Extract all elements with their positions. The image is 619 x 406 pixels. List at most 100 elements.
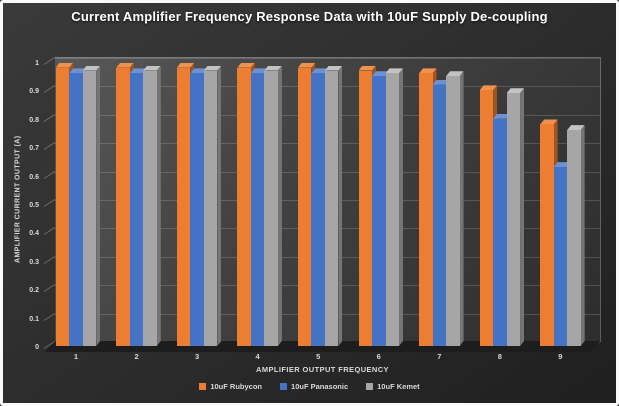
x-tick-label: 5 [316, 352, 321, 361]
y-tick-stub [43, 227, 56, 236]
bar-10uf-panasonic-cat1[interactable] [69, 73, 83, 346]
bar-top [372, 71, 390, 76]
bar-10uf-panasonic-cat8[interactable] [493, 119, 507, 346]
bar-top [83, 66, 101, 71]
bar-top [554, 162, 572, 167]
bar-10uf-panasonic-cat6[interactable] [372, 76, 386, 346]
y-tick-stub [43, 199, 56, 207]
bar-front [55, 67, 70, 346]
bar-top [298, 63, 316, 68]
bar-front [432, 84, 447, 346]
bar-10uf-panasonic-cat3[interactable] [190, 73, 204, 346]
bar-10uf-kemet-cat2[interactable] [143, 71, 157, 346]
bar-10uf-rubycon-cat8[interactable] [479, 90, 494, 346]
bar-top [419, 68, 437, 73]
bar-side [96, 66, 100, 346]
bar-front [506, 93, 521, 346]
bar-10uf-rubycon-cat4[interactable] [237, 68, 251, 346]
x-tick-label: 8 [497, 352, 502, 361]
bar-front [143, 70, 157, 346]
bar-front [372, 76, 386, 346]
legend-item-10uf-panasonic[interactable]: 10uF Panasonic [280, 382, 348, 391]
bar-10uf-rubycon-cat7[interactable] [419, 73, 433, 346]
bar-10uf-kemet-cat5[interactable] [324, 71, 339, 346]
bar-10uf-rubycon-cat1[interactable] [55, 67, 70, 346]
bar-front [250, 73, 265, 346]
y-tick-label: 0.2 [29, 287, 39, 295]
y-tick-stub [43, 142, 56, 151]
bar-front [176, 67, 191, 346]
bar-top [69, 68, 87, 73]
bar-top [311, 68, 329, 73]
bar-front [479, 90, 494, 346]
bar-front [190, 73, 204, 346]
bar-top [493, 114, 511, 119]
bar-10uf-kemet-cat4[interactable] [264, 71, 278, 346]
bar-front [203, 70, 218, 346]
bar-front [69, 73, 83, 346]
bar-side [581, 125, 585, 346]
bar-10uf-panasonic-cat7[interactable] [432, 84, 447, 346]
y-tick-label: 1 [35, 60, 39, 67]
bar-top [116, 63, 134, 68]
legend-swatch-icon [199, 383, 207, 390]
bar-10uf-rubycon-cat2[interactable] [116, 68, 130, 346]
bar-top [190, 68, 208, 73]
legend-item-10uf-kemet[interactable]: 10uF Kemet [366, 382, 420, 391]
bar-10uf-kemet-cat8[interactable] [506, 93, 521, 346]
bar-side [217, 66, 221, 346]
bar-10uf-kemet-cat7[interactable] [446, 76, 460, 346]
x-tick-label: 4 [255, 352, 260, 361]
bar-front [493, 118, 507, 346]
bar-10uf-panasonic-cat2[interactable] [129, 73, 144, 346]
bar-side [278, 66, 282, 346]
legend-label: 10uF Rubycon [210, 382, 263, 391]
y-tick-label: 0.3 [29, 258, 39, 266]
bar-front [419, 73, 433, 346]
x-tick-label: 3 [195, 352, 200, 361]
bar-front [237, 67, 251, 346]
bar-side [520, 88, 524, 346]
bar-front [82, 70, 97, 346]
bar-top [130, 68, 148, 73]
x-tick-label: 2 [134, 352, 139, 361]
x-tick-label: 1 [73, 352, 79, 361]
bar-10uf-rubycon-cat6[interactable] [358, 71, 373, 346]
bar-side [338, 66, 342, 346]
bar-10uf-panasonic-cat9[interactable] [553, 167, 568, 346]
bar-10uf-panasonic-cat5[interactable] [311, 73, 325, 346]
bar-top [540, 119, 558, 124]
y-tick-stub [43, 85, 56, 94]
bar-top [264, 66, 282, 71]
legend-item-10uf-rubycon[interactable]: 10uF Rubycon [199, 382, 262, 391]
plot-floor [45, 341, 600, 352]
bar-top [251, 68, 269, 73]
x-tick-label: 9 [558, 352, 563, 361]
y-tick-stub [43, 312, 56, 321]
bar-top [507, 88, 525, 93]
legend: 10uF Rubycon 10uF Panasonic 10uF Kemet [0, 382, 619, 391]
bar-top [143, 66, 161, 71]
bar-10uf-rubycon-cat5[interactable] [297, 68, 312, 346]
bar-10uf-kemet-cat3[interactable] [203, 70, 218, 346]
bar-10uf-kemet-cat9[interactable] [567, 130, 581, 346]
bar-top [446, 71, 464, 76]
bar-top [567, 125, 585, 130]
bar-side [399, 68, 403, 346]
gridline [55, 58, 600, 59]
legend-swatch-icon [280, 383, 288, 390]
y-tick-label: 0.5 [29, 202, 39, 209]
y-tick-stub [43, 170, 56, 179]
y-tick-label: 0.7 [29, 145, 39, 153]
x-tick-label: 6 [376, 352, 381, 361]
y-tick-label: 0.4 [29, 230, 39, 238]
bar-front [553, 167, 568, 346]
y-tick-stub [43, 255, 56, 264]
y-tick-stub [43, 284, 56, 293]
bar-10uf-panasonic-cat4[interactable] [250, 73, 265, 346]
bar-10uf-kemet-cat6[interactable] [385, 73, 400, 346]
bar-10uf-rubycon-cat9[interactable] [540, 124, 554, 346]
bar-10uf-rubycon-cat3[interactable] [176, 67, 191, 346]
bar-10uf-kemet-cat1[interactable] [82, 70, 97, 346]
y-tick-label: 0.8 [29, 116, 39, 124]
